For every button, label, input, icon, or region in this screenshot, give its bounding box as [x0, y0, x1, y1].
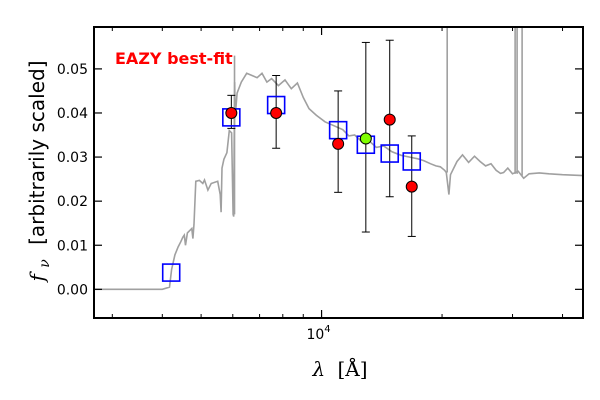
- y-tick-label: 0.05: [57, 62, 88, 78]
- y-axis-symbol: f: [25, 271, 49, 284]
- model-flux-box: [402, 152, 422, 171]
- y-tick-label: 0.01: [57, 238, 88, 254]
- plot-frame: [93, 26, 584, 319]
- x-axis-label: λ [Å]: [311, 356, 367, 381]
- observed-point: [405, 180, 418, 193]
- y-tick-label: 0.02: [57, 194, 88, 210]
- observed-point: [383, 113, 396, 126]
- y-axis-subscript: ν: [37, 259, 53, 268]
- model-flux-box: [380, 144, 400, 163]
- x-axis-unit: [Å]: [337, 356, 367, 381]
- y-axis-label: f ν [arbitrarily scaled]: [25, 60, 54, 283]
- observed-point: [332, 137, 345, 150]
- annotation-label: EAZY best-fit: [115, 49, 233, 68]
- observed-flux-markers: [225, 106, 418, 193]
- error-bars: [227, 39, 416, 237]
- model-flux-box: [161, 263, 181, 282]
- model-flux-markers: [161, 95, 422, 282]
- y-tick-label: 0.04: [57, 106, 88, 122]
- x-axis-symbol: λ: [311, 357, 325, 381]
- y-tick-label: 0.03: [57, 150, 88, 166]
- template-spectrum: [94, 27, 583, 291]
- y-tick-label: 0.00: [57, 282, 88, 298]
- observed-point: [359, 132, 372, 145]
- y-axis-text: [arbitrarily scaled]: [25, 60, 49, 244]
- axes: 0.00 0.01 0.02 0.03 0.04 0.05 104: [57, 26, 584, 343]
- template-line: [94, 72, 583, 291]
- observed-point: [225, 106, 238, 119]
- observed-point: [270, 106, 283, 119]
- x-tick-label: 104: [306, 324, 330, 343]
